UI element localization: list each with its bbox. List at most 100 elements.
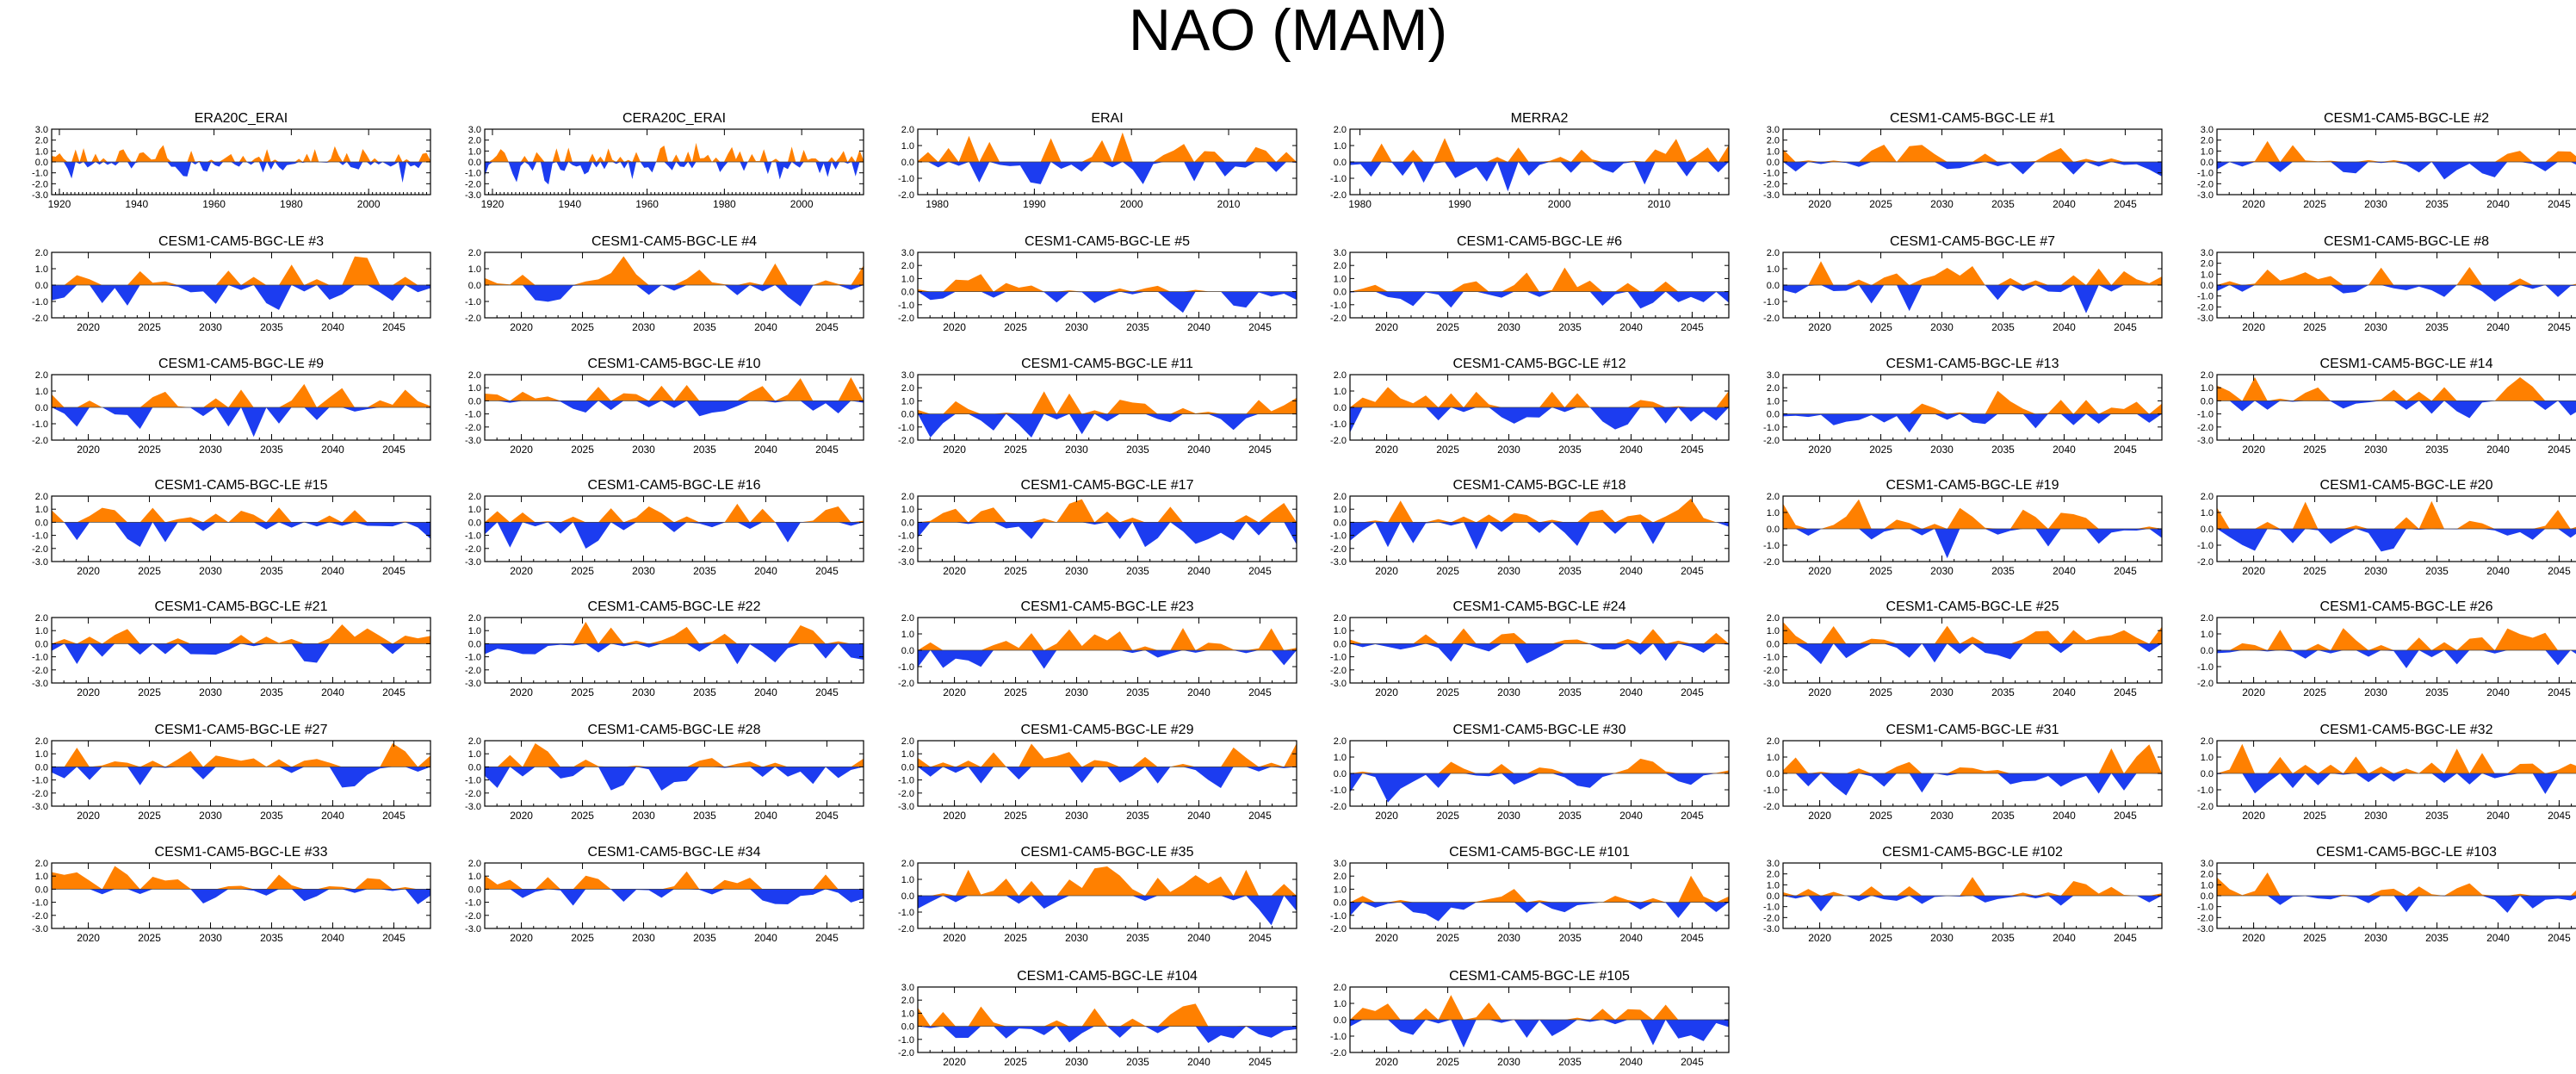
x-tick-label: 2030 (199, 321, 222, 333)
x-tick-label: 2030 (1930, 321, 1954, 333)
panel-title: CESM1-CAM5-BGC-LE #103 (2316, 845, 2497, 860)
y-tick-label: -1.0 (1330, 531, 1347, 542)
y-tick-label: -2.0 (1330, 802, 1347, 812)
y-tick-label: -2.0 (465, 423, 481, 433)
x-tick-label: 2045 (2114, 932, 2137, 944)
plot-frame (484, 495, 864, 562)
y-tick-label: 2.0 (35, 736, 48, 747)
nao-panel: CESM1-CAM5-BGC-LE #103 3.02.01.00.0-1.0-2… (2197, 845, 2576, 944)
y-tick-label: -3.0 (2197, 314, 2214, 324)
y-tick-label: 0.0 (35, 639, 48, 649)
x-tick-label: 2020 (2242, 810, 2265, 822)
x-tick-label: 2000 (1548, 198, 1571, 210)
plot-frame (484, 862, 864, 929)
y-tick-label: 2.0 (1334, 872, 1347, 882)
panel-title: CESM1-CAM5-BGC-LE #9 (158, 357, 324, 371)
y-tick-label: -3.0 (1330, 679, 1347, 689)
x-tick-label: 2045 (1248, 444, 1272, 456)
negative-anomaly-area (1783, 896, 2162, 912)
x-tick-label: 2030 (1065, 444, 1088, 456)
x-tick-label: 2030 (1065, 810, 1088, 822)
nao-panel: CESM1-CAM5-BGC-LE #104 3.0 2.0 1.0 0.0 -1.0 -2… (898, 969, 1297, 1068)
x-tick-label: 2035 (1991, 686, 2015, 698)
nao-panel: CESM1-CAM5-BGC-LE #4 2.0 1.0 0.0 -1.0 -2.0 202… (465, 234, 864, 333)
x-tick-label: 2045 (1681, 565, 1704, 577)
x-tick-label: 2040 (2486, 810, 2510, 822)
negative-anomaly-area (1350, 643, 1729, 664)
positive-anomaly-area (485, 503, 864, 523)
nao-panel: CESM1-CAM5-BGC-LE #11 3.0 2.0 1.0 0.0 -1.0 -2.… (898, 357, 1297, 456)
y-tick-label: 0.0 (1767, 525, 1780, 535)
panel-title: CESM1-CAM5-BGC-LE #12 (1453, 357, 1626, 371)
nao-panel: CESM1-CAM5-BGC-LE #35 2.0 1.0 0.0 -1.0 -2.0 20… (898, 845, 1297, 944)
negative-anomaly-area (2217, 896, 2576, 913)
y-tick-label: 0.0 (468, 518, 481, 528)
x-tick-label: 1980 (1348, 198, 1372, 210)
x-tick-label: 2045 (2114, 444, 2137, 456)
x-tick-label: 2030 (199, 565, 222, 577)
y-tick-label: -2.0 (898, 924, 914, 934)
negative-anomaly-area (1783, 162, 2162, 177)
panel-title: CESM1-CAM5-BGC-LE #3 (158, 234, 324, 249)
y-tick-label: 2.0 (1767, 736, 1780, 747)
x-tick-label: 1960 (635, 198, 659, 210)
y-tick-label: 0.0 (35, 158, 48, 168)
x-tick-label: 2030 (1497, 932, 1520, 944)
nao-panel: CESM1-CAM5-BGC-LE #21 2.0 1.0 0.0 -1.0 -2.0 -3… (32, 599, 431, 698)
x-tick-label: 2045 (1681, 810, 1704, 822)
y-tick-label: -1.0 (1763, 785, 1780, 796)
x-tick-label: 2025 (2303, 565, 2326, 577)
x-tick-label: 2020 (77, 444, 100, 456)
y-tick-label: -1.0 (1330, 911, 1347, 922)
x-tick-label: 2045 (382, 565, 406, 577)
panel-title: CESM1-CAM5-BGC-LE #14 (2320, 357, 2493, 371)
negative-anomaly-area (485, 285, 864, 307)
x-tick-label: 2030 (632, 444, 655, 456)
panel-title: CESM1-CAM5-BGC-LE #105 (1449, 969, 1630, 984)
x-tick-label: 2045 (2114, 810, 2137, 822)
x-tick-label: 2035 (1126, 444, 1149, 456)
y-tick-label: -1.0 (1330, 653, 1347, 663)
x-tick-label: 2020 (1375, 444, 1398, 456)
plot-frame (484, 740, 864, 807)
y-tick-label: -2.0 (1330, 544, 1347, 555)
positive-anomaly-area (1350, 995, 1729, 1020)
y-tick-label: 2.0 (2201, 613, 2214, 624)
positive-anomaly-area (52, 743, 430, 767)
y-tick-label: -1.0 (2197, 785, 2214, 796)
x-tick-label: 2030 (632, 932, 655, 944)
x-tick-label: 2030 (632, 565, 655, 577)
y-tick-label: -3.0 (2197, 190, 2214, 201)
x-tick-label: 2040 (754, 686, 777, 698)
nao-panel: CESM1-CAM5-BGC-LE #5 3.0 2.0 1.0 0.0 -1.0 -2.0… (898, 234, 1297, 333)
negative-anomaly-area (52, 162, 430, 183)
negative-anomaly-area (1783, 643, 2162, 665)
y-tick-label: 3.0 (901, 370, 914, 381)
y-tick-label: -3.0 (465, 557, 481, 568)
positive-anomaly-area (1783, 499, 2162, 529)
panel-title: CESM1-CAM5-BGC-LE #34 (588, 845, 761, 860)
y-tick-label: -2.0 (32, 666, 48, 676)
x-tick-label: 2020 (77, 810, 100, 822)
x-tick-label: 2025 (1869, 810, 1892, 822)
negative-anomaly-area (52, 407, 430, 438)
panel-title: CESM1-CAM5-BGC-LE #23 (1021, 599, 1194, 614)
y-tick-label: -2.0 (1330, 924, 1347, 934)
x-tick-label: 2020 (510, 565, 533, 577)
nao-panel: CESM1-CAM5-BGC-LE #27 2.0 1.0 0.0 -1.0 -2.0 -3… (32, 723, 431, 822)
panel-title: CESM1-CAM5-BGC-LE #26 (2320, 599, 2493, 614)
positive-anomaly-area (485, 871, 864, 890)
plot-frame (51, 740, 431, 807)
x-tick-label: 2035 (693, 444, 716, 456)
x-tick-label: 2040 (1187, 810, 1211, 822)
positive-anomaly-area (918, 499, 1297, 523)
y-tick-label: 1.0 (901, 749, 914, 760)
x-tick-label: 2030 (2364, 932, 2387, 944)
y-tick-label: -2.0 (1763, 436, 1780, 446)
y-tick-label: -2.0 (1763, 666, 1780, 676)
y-tick-label: 2.0 (2201, 259, 2214, 270)
y-tick-label: -1.0 (898, 174, 914, 184)
y-tick-label: 2.0 (1767, 136, 1780, 146)
x-tick-label: 2040 (2053, 810, 2076, 822)
negative-anomaly-area (1783, 413, 2162, 433)
